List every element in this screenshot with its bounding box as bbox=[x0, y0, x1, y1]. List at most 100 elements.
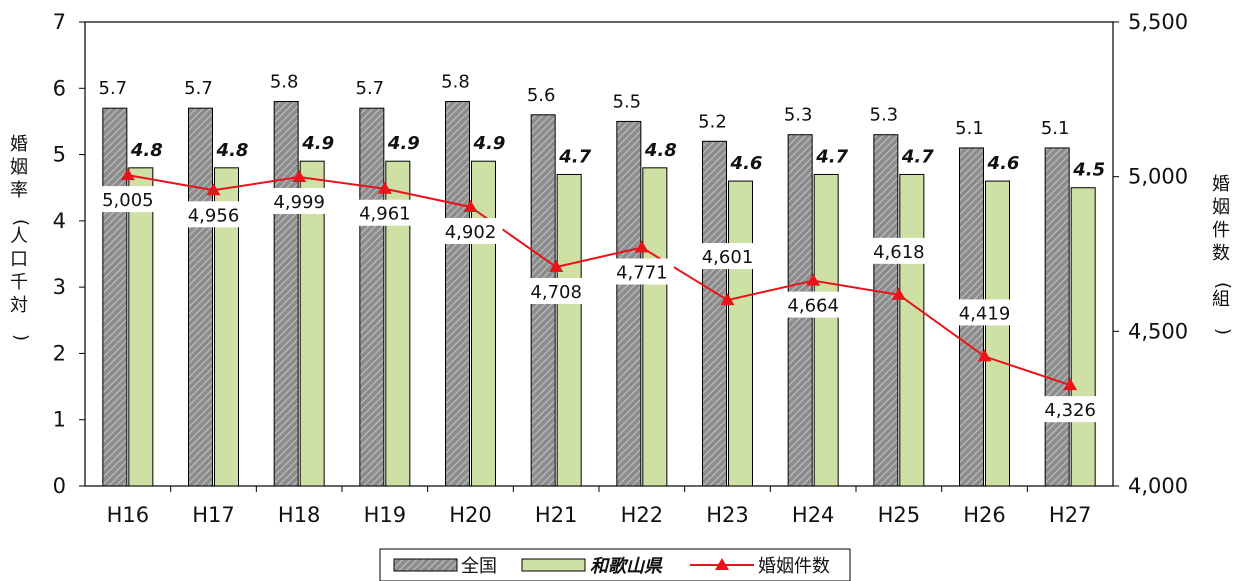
marriage-count-point bbox=[120, 168, 135, 181]
right-tick-label: 5,500 bbox=[1128, 10, 1188, 34]
legend-national-label: 全国 bbox=[461, 556, 497, 577]
count-label-box bbox=[181, 201, 246, 228]
right-axis-title-text: 婚姻件数(組) bbox=[1212, 174, 1233, 335]
x-tick-label: H17 bbox=[192, 503, 235, 527]
bar-national-label: 5.7 bbox=[356, 78, 385, 99]
marriage-count-point bbox=[463, 199, 478, 212]
bar-national bbox=[702, 140, 727, 487]
marriage-count-point bbox=[977, 349, 992, 362]
count-label-box bbox=[267, 187, 332, 214]
bar-national bbox=[273, 101, 299, 487]
bar-wakayama bbox=[642, 167, 668, 487]
marriage-count-point bbox=[891, 287, 906, 300]
x-tick-label: H23 bbox=[706, 503, 749, 527]
left-tick-label: 4 bbox=[53, 209, 66, 233]
count-label-box bbox=[95, 186, 160, 213]
count-label-box bbox=[952, 299, 1017, 326]
data-labels: 5.7 4.8 5.7 4.8 5.8 4.9 5.7 4.9 5.8 4.9 5.6 4.7 5.5 4… bbox=[95, 72, 1105, 423]
count-label-box bbox=[1038, 396, 1103, 423]
bar-national-label: 5.2 bbox=[698, 111, 727, 132]
x-tick-label: H22 bbox=[621, 503, 664, 527]
bar-national bbox=[873, 134, 899, 487]
bars bbox=[102, 101, 1096, 487]
legend-national-swatch bbox=[393, 558, 458, 572]
bar-wakayama-label: 4.6 bbox=[987, 153, 1020, 174]
bar-national-label: 5.3 bbox=[784, 105, 813, 126]
count-label: 4,902 bbox=[445, 222, 497, 243]
right-tick-label: 4,500 bbox=[1128, 319, 1188, 343]
bar-wakayama-label: 4.7 bbox=[558, 146, 591, 167]
marriage-count-point bbox=[377, 181, 392, 194]
marriage-count-point bbox=[206, 183, 221, 196]
count-label-box bbox=[609, 258, 674, 285]
right-tick-label: 4,000 bbox=[1128, 474, 1188, 498]
bar-wakayama-label: 4.9 bbox=[301, 133, 334, 154]
bar-wakayama bbox=[728, 180, 753, 487]
left-tick-label: 5 bbox=[53, 143, 66, 167]
bar-wakayama-label: 4.5 bbox=[1072, 160, 1105, 181]
marriage-count-point bbox=[634, 240, 649, 253]
bar-national-label: 5.8 bbox=[441, 72, 470, 93]
left-tick-label: 3 bbox=[53, 275, 66, 299]
left-axis-title: 婚姻率(人口千対) bbox=[10, 134, 31, 341]
count-label-box bbox=[781, 291, 846, 318]
bar-wakayama-label: 4.8 bbox=[644, 140, 677, 161]
line-series bbox=[120, 168, 1078, 391]
bar-wakayama bbox=[899, 173, 925, 487]
count-label: 4,771 bbox=[616, 263, 668, 284]
bar-national-label: 5.7 bbox=[99, 78, 128, 99]
bar-wakayama bbox=[299, 160, 325, 487]
count-label: 4,708 bbox=[530, 282, 582, 303]
bar-national bbox=[102, 107, 128, 487]
x-tick-label: H20 bbox=[449, 503, 492, 527]
marriage-count-point bbox=[1063, 378, 1078, 391]
bar-national-label: 5.8 bbox=[270, 72, 299, 93]
x-tick-label: H24 bbox=[792, 503, 835, 527]
marriage-count-point bbox=[806, 273, 821, 286]
count-label-box bbox=[866, 237, 931, 264]
marriage-count-line bbox=[127, 174, 1071, 387]
legend-wakayama-label: 和歌山県 bbox=[590, 556, 663, 577]
legend-count-label: 婚姻件数 bbox=[758, 556, 830, 577]
left-tick-label: 7 bbox=[53, 10, 66, 34]
bar-wakayama-label: 4.9 bbox=[473, 133, 506, 154]
bar-wakayama bbox=[128, 167, 154, 487]
x-tick-label: H21 bbox=[535, 503, 578, 527]
count-label-box bbox=[524, 277, 589, 304]
plot-frame bbox=[84, 21, 1114, 487]
bar-wakayama-label: 4.7 bbox=[901, 146, 934, 167]
count-label: 4,326 bbox=[1044, 400, 1096, 421]
axes: 0 1 2 3 4 5 6 7 4,000 4,500 5,000 5,500 H16 H17 H18 H19… bbox=[10, 10, 1233, 527]
left-tick-label: 2 bbox=[53, 341, 66, 365]
count-label: 5,005 bbox=[102, 190, 154, 211]
left-tick-label: 1 bbox=[53, 408, 66, 432]
count-label: 4,601 bbox=[702, 247, 754, 268]
bar-national-label: 5.3 bbox=[870, 105, 899, 126]
marriage-count-point bbox=[720, 293, 735, 306]
legend-wakayama-swatch bbox=[521, 558, 586, 572]
count-label-box bbox=[352, 199, 417, 226]
marriage-count-point bbox=[549, 259, 564, 272]
bar-national-label: 5.6 bbox=[527, 85, 556, 106]
legend: 全国 和歌山県 婚姻件数 bbox=[379, 548, 851, 581]
bar-national-label: 5.1 bbox=[955, 118, 984, 139]
bar-national bbox=[188, 107, 213, 487]
bar-wakayama-label: 4.7 bbox=[815, 146, 848, 167]
bar-wakayama-label: 4.9 bbox=[387, 133, 420, 154]
x-tick-label: H26 bbox=[963, 503, 1006, 527]
count-label-box bbox=[438, 217, 503, 244]
left-tick-label: 0 bbox=[53, 474, 66, 498]
bar-wakayama bbox=[813, 173, 839, 487]
bar-national-label: 5.1 bbox=[1041, 118, 1070, 139]
bar-wakayama bbox=[556, 173, 582, 487]
bar-wakayama bbox=[985, 180, 1010, 487]
count-label: 4,618 bbox=[873, 242, 925, 263]
legend-box bbox=[379, 548, 851, 581]
count-label: 4,664 bbox=[787, 296, 839, 317]
bar-national bbox=[616, 120, 642, 487]
bar-national bbox=[445, 101, 470, 487]
count-label: 4,956 bbox=[188, 205, 240, 226]
x-tick-label: H19 bbox=[364, 503, 407, 527]
right-axis-title: 婚姻件数(組) bbox=[1212, 174, 1233, 335]
